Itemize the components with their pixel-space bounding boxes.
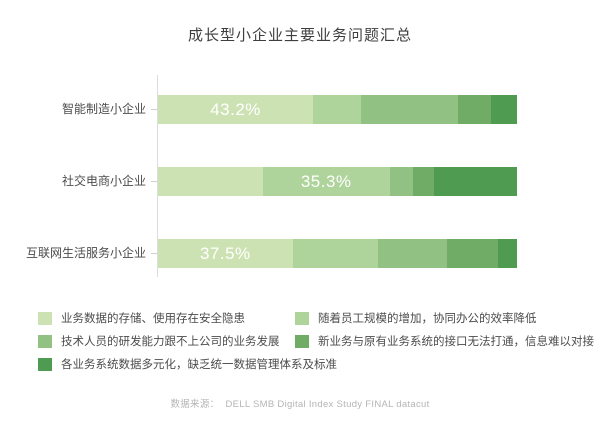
bar-track: 35.3% [158,167,517,196]
axis-tick [151,109,157,110]
legend-swatch [38,357,52,371]
bar-segment [361,95,459,124]
data-source-label: 数据来源： [170,399,220,410]
bar-segment [446,239,498,268]
legend-label: 技术人员的研发能力跟不上公司的业务发展 [61,336,280,348]
bar-segment [458,95,492,124]
bar-segment [497,239,517,268]
legend-label: 随着员工规模的增加，协同办公的效率降低 [318,313,537,325]
value-label: 43.2% [210,99,261,119]
bar-segment [292,239,378,268]
bar-track: 43.2% [158,95,517,124]
category-label: 社交电商小企业 [61,174,146,188]
bar-segment: 43.2% [158,95,314,124]
legend-swatch [38,311,52,325]
value-label: 35.3% [300,171,352,191]
y-axis-line [157,75,158,277]
category-label: 智能制造小企业 [61,102,146,116]
legend-swatch [295,334,309,348]
bar-segment [313,95,362,124]
bar-segment [413,167,434,196]
bar-segment: 37.5% [158,239,293,268]
data-source-text: DELL SMB Digital Index Study FINAL datac… [225,399,430,410]
legend-swatch [38,334,52,348]
legend-item: 新业务与原有业务系统的接口无法打通，信息难以对接 [295,334,594,348]
bar-track: 37.5% [158,239,517,268]
legend-label: 新业务与原有业务系统的接口无法打通，信息难以对接 [318,336,594,348]
legend: 业务数据的存储、使用存在安全隐患 随着员工规模的增加，协同办公的效率降低技术人员的… [38,311,594,371]
axis-tick [151,253,157,254]
bar-segment [491,95,517,124]
axis-tick [151,181,157,182]
legend-item: 随着员工规模的增加，协同办公的效率降低 [295,311,594,325]
category-label: 互联网生活服务小企业 [25,246,146,260]
bar-row: 智能制造小企业 43.2% [0,95,600,124]
bar-segment [433,167,517,196]
legend-item: 业务数据的存储、使用存在安全隐患 [38,311,295,325]
bar-row: 社交电商小企业 35.3% [0,167,600,196]
legend-swatch [295,311,309,325]
bar-segment [389,167,414,196]
legend-item: 技术人员的研发能力跟不上公司的业务发展 [38,334,295,348]
bar-row: 互联网生活服务小企业 37.5% [0,239,600,268]
value-label: 37.5% [199,243,251,263]
chart-title: 成长型小企业主要业务问题汇总 [187,27,412,44]
bar-segment: 35.3% [262,167,390,196]
plot-area: 智能制造小企业 43.2% 社交电商小企业 35.3% 互联网生活服务小企业 37.5% [0,75,600,280]
legend-item: 各业务系统数据多元化，缺乏统一数据管理体系及标准 [38,357,337,371]
data-source: 数据来源： DELL SMB Digital Index Study FINAL … [0,396,600,410]
legend-label: 业务数据的存储、使用存在安全隐患 [61,313,245,325]
legend-label: 各业务系统数据多元化，缺乏统一数据管理体系及标准 [61,359,337,371]
bar-segment [158,167,263,196]
bar-segment [377,239,447,268]
